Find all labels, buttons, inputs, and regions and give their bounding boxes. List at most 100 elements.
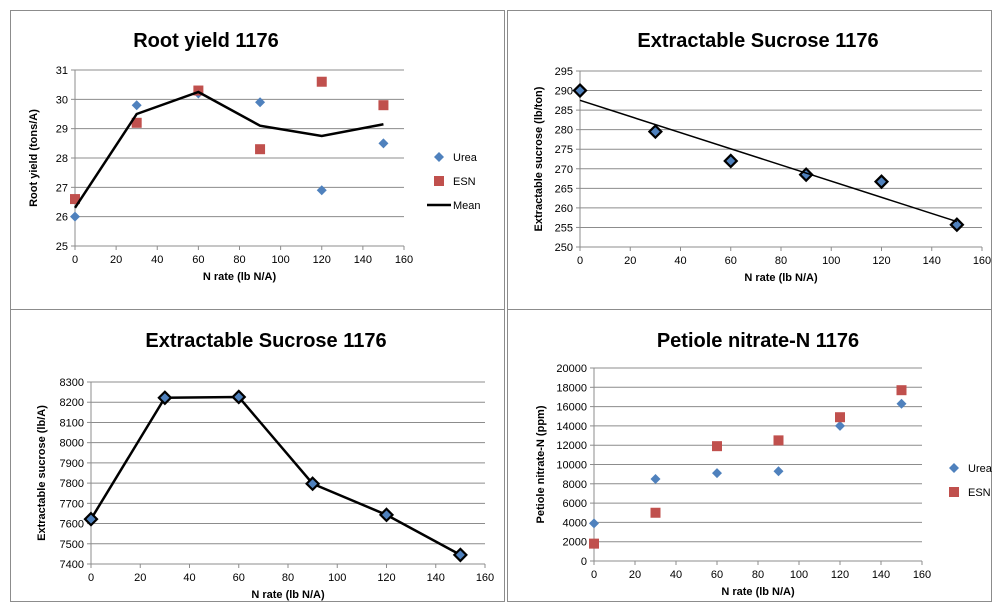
x-tick-label: 0 — [591, 569, 597, 581]
data-point — [835, 420, 845, 431]
chart-svg: Root yield 1176 25 26 27 28 29 30 31 0 20 40 60 80 10… — [28, 30, 481, 283]
y-tick-label: 30 — [56, 94, 68, 106]
legend-label: ESN — [968, 487, 991, 499]
y-axis-label: Extractable sucrose (lb/ton) — [533, 86, 545, 231]
chart-panel-extractable-sucrose-ton: Extractable Sucrose 1176 250 255 260 265 270 2… — [507, 10, 992, 310]
data-point — [589, 538, 599, 549]
x-tick-label: 160 — [973, 255, 991, 267]
data-point — [896, 385, 907, 396]
data-point — [896, 398, 907, 409]
x-axis-label: N rate (lb N/A) — [744, 272, 818, 284]
y-tick-label: 7400 — [60, 559, 84, 571]
legend-label: ESN — [453, 176, 476, 188]
y-tick-label: 7900 — [60, 458, 84, 470]
x-tick-label: 100 — [271, 254, 289, 266]
x-tick-label: 40 — [670, 569, 682, 581]
x-tick-label: 120 — [377, 572, 395, 584]
y-tick-label: 7700 — [60, 498, 84, 510]
x-tick-label: 20 — [134, 572, 146, 584]
y-tick-label: 260 — [555, 203, 573, 215]
gridlines — [580, 70, 982, 228]
x-tick-label: 140 — [354, 254, 372, 266]
y-axis-label: Petiole nitrate-N (ppm) — [535, 405, 547, 523]
data-point — [650, 507, 661, 518]
y-tick-label: 295 — [555, 66, 573, 78]
y-tick-label: 250 — [555, 242, 573, 254]
data-point — [452, 547, 468, 563]
x-tick-label: 0 — [577, 255, 583, 267]
y-tick-label: 8000 — [563, 479, 587, 491]
gridlines — [91, 381, 485, 545]
x-tick-label: 20 — [624, 255, 636, 267]
data-point — [255, 97, 266, 108]
y-tick-label: 265 — [555, 183, 573, 195]
x-tick-label: 140 — [872, 569, 890, 581]
y-tick-label: 10000 — [556, 460, 587, 472]
x-tick-label: 140 — [427, 572, 445, 584]
y-tick-label: 14000 — [556, 421, 587, 433]
legend-label: Mean — [453, 200, 481, 212]
y-tick-label: 270 — [555, 164, 573, 176]
data-point — [70, 194, 80, 205]
x-tick-label: 120 — [313, 254, 331, 266]
data-point — [873, 174, 890, 190]
y-tick-label: 25 — [56, 241, 68, 253]
x-tick-label: 20 — [110, 254, 122, 266]
y-tick-label: 16000 — [556, 402, 587, 414]
y-tick-label: 7500 — [60, 539, 84, 551]
y-tick-label: 8000 — [60, 438, 84, 450]
legend-item-mean: Mean — [427, 200, 481, 212]
legend-swatch — [949, 487, 959, 497]
data-point — [650, 473, 661, 484]
x-tick-label: 60 — [711, 569, 723, 581]
x-tick-label: 100 — [790, 569, 808, 581]
data-point — [798, 167, 814, 183]
x-tick-label: 40 — [674, 255, 686, 267]
data-point — [773, 466, 784, 477]
y-tick-label: 7600 — [60, 519, 84, 531]
gridlines — [75, 69, 404, 218]
legend-item-esn: ESN — [949, 487, 991, 499]
y-axis-label: Root yield (tons/A) — [28, 109, 40, 207]
data-point — [305, 476, 321, 492]
chart-title: Root yield 1176 — [133, 30, 279, 52]
y-tick-label: 26 — [56, 212, 68, 224]
x-tick-label: 60 — [725, 255, 737, 267]
chart-panel-extractable-sucrose-acre: Extractable Sucrose 1176 7400 7500 7600 7700… — [10, 309, 505, 602]
data-point — [712, 441, 722, 452]
x-tick-label: 40 — [183, 572, 195, 584]
series-esn — [70, 76, 389, 205]
data-point — [83, 511, 99, 527]
y-tick-label: 29 — [56, 124, 68, 136]
data-point — [949, 217, 965, 233]
legend-swatch — [949, 463, 959, 473]
x-axis-label: N rate (lb N/A) — [203, 271, 277, 283]
y-tick-label: 6000 — [563, 498, 587, 510]
legend: Urea ESN Mean — [427, 152, 481, 212]
series-line — [89, 395, 461, 556]
x-tick-label: 40 — [151, 254, 163, 266]
y-tick-label: 20000 — [556, 363, 587, 375]
data-point — [131, 100, 142, 111]
series-0 — [572, 82, 965, 233]
trendline — [579, 99, 958, 223]
data-point — [378, 507, 395, 523]
data-point — [378, 138, 389, 149]
x-tick-label: 100 — [328, 572, 346, 584]
x-tick-label: 120 — [872, 255, 890, 267]
y-tick-label: 28 — [56, 153, 68, 165]
legend-swatch — [434, 152, 444, 162]
data-point — [193, 85, 204, 96]
data-point — [70, 211, 80, 222]
x-tick-label: 120 — [831, 569, 849, 581]
legend-item-urea: Urea — [434, 152, 478, 164]
x-tick-label: 100 — [822, 255, 840, 267]
series-mean — [73, 90, 384, 209]
chart-svg: Petiole nitrate-N 1176 0 2000 4000 6000 8000 1… — [535, 330, 992, 598]
data-point — [316, 185, 327, 196]
y-tick-label: 2000 — [563, 537, 587, 549]
data-point — [157, 390, 173, 406]
data-point — [131, 117, 142, 128]
data-point — [589, 518, 599, 529]
gridlines — [594, 367, 922, 543]
